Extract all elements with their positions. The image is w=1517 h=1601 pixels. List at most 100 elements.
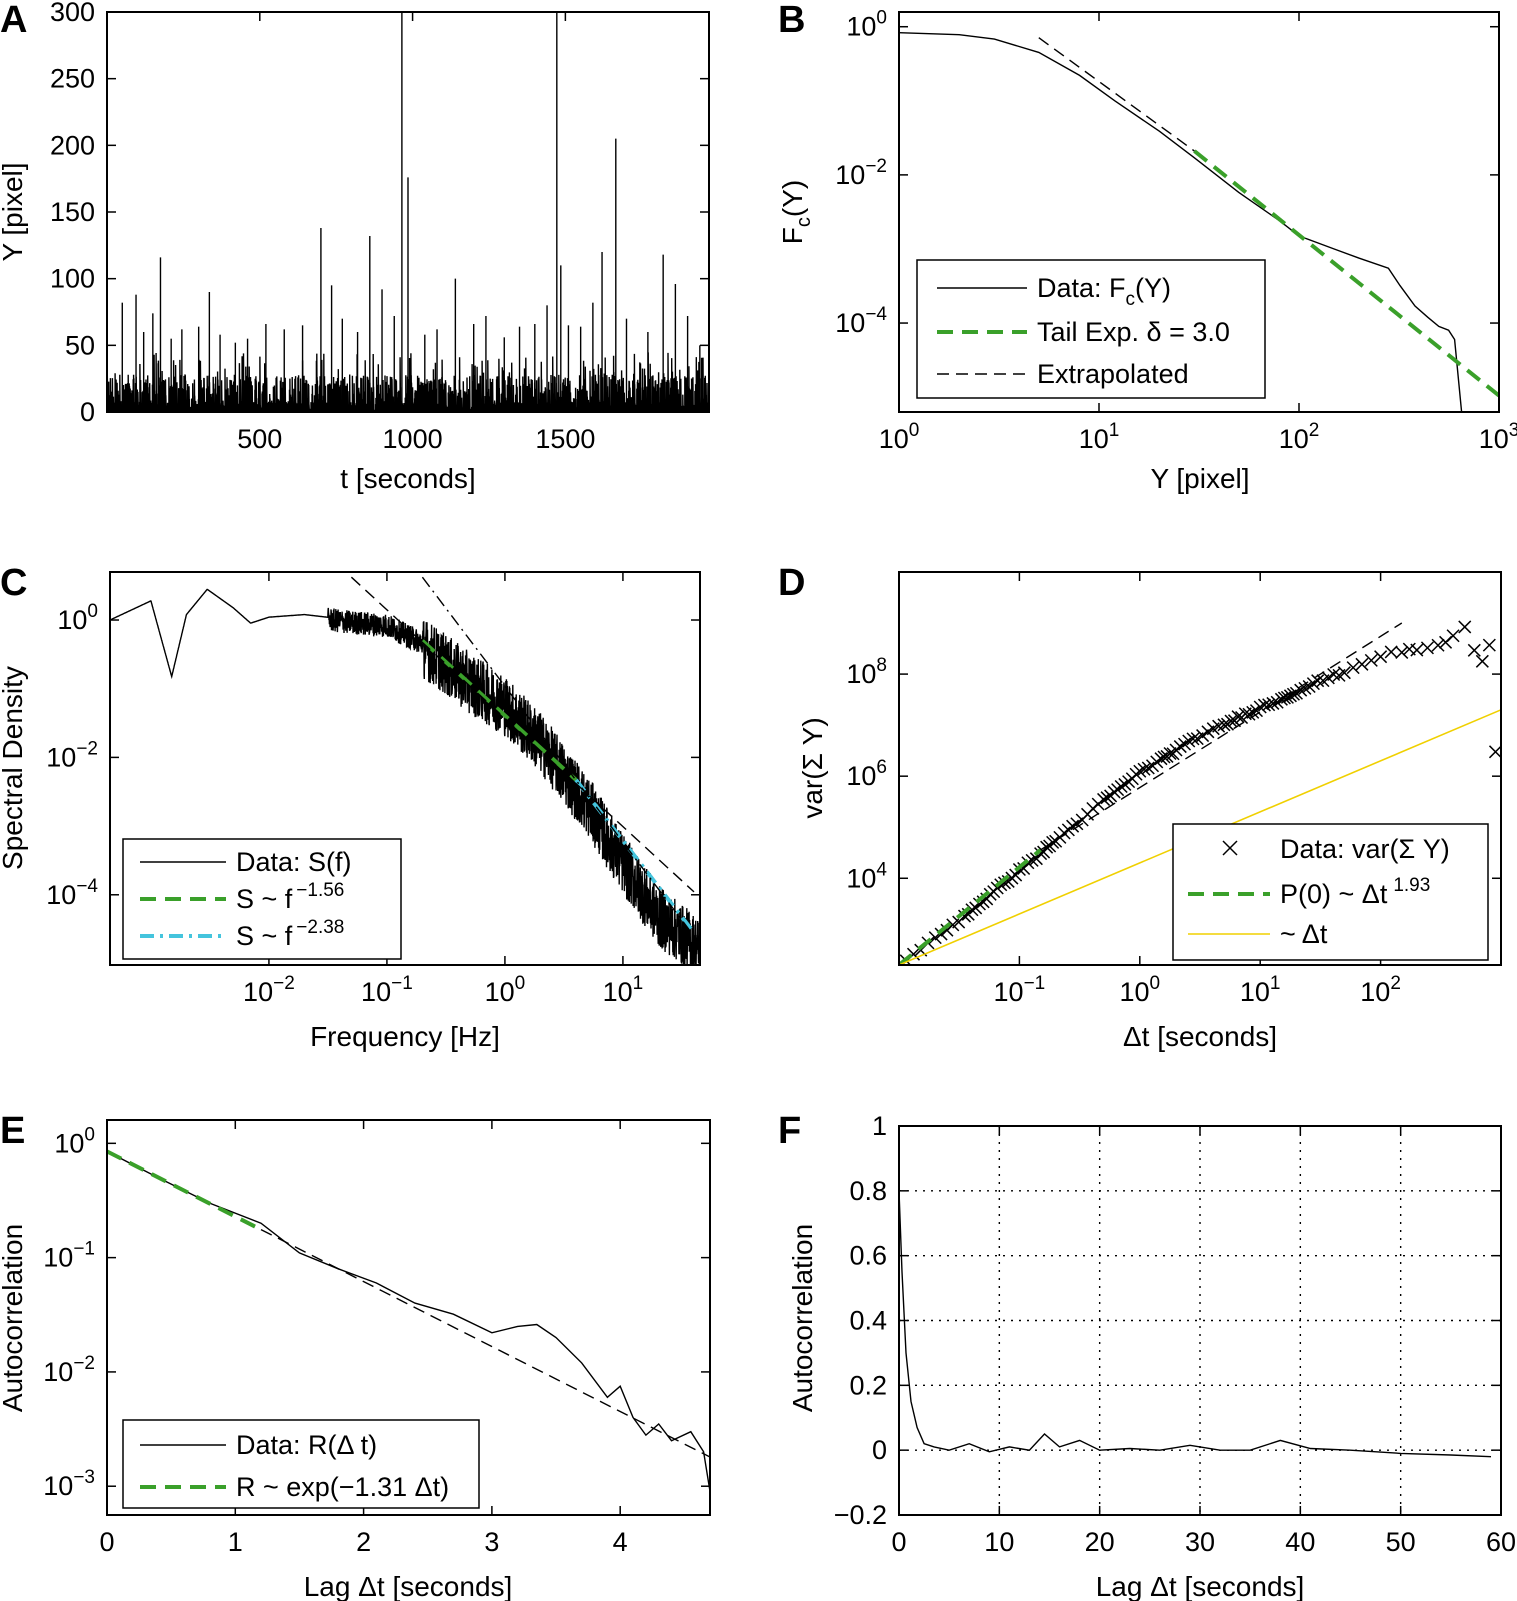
panel-b: B 100 101 102 103 100 10−2 10−4 Y [pixel] Fc(Y… [777, 0, 1517, 494]
panel-c-legend: Data: S(f) S ~ f −1.56 S ~ f −2.38 [122, 838, 402, 960]
panel-d-data-marker [1346, 661, 1360, 675]
panel-d-marker-stroke [1009, 868, 1023, 882]
panel-f-ytick-label: 0.2 [849, 1370, 887, 1400]
panel-a-xtick-label: 1500 [535, 424, 595, 454]
panel-c-xlabel: Frequency [Hz] [310, 1021, 500, 1052]
panel-f-plot [899, 1126, 1501, 1515]
panel-d-marker-stroke [1286, 687, 1300, 701]
panel-d-series-2 [1040, 622, 1403, 851]
panel-d-xtick-label: 10−1 [994, 973, 1046, 1007]
panel-c-xtick-label: 10−2 [243, 973, 295, 1007]
panel-b-series-group [899, 32, 1499, 412]
panel-d-ytick-label: 106 [846, 757, 887, 791]
panel-c-series-2 [574, 778, 696, 935]
panel-c-ticks: 10−2 10−1 100 101 100 10−2 10−4 [46, 572, 700, 1007]
panel-b-ylabel: Fc(Y) [777, 180, 815, 244]
panel-d-data-marker [1384, 645, 1398, 659]
panel-d-data-marker [1066, 819, 1080, 833]
panel-d-marker-stroke [1182, 734, 1196, 748]
panel-c-xtick-label: 10−1 [361, 973, 413, 1007]
panel-c-xtick-label: 101 [603, 973, 644, 1007]
panel-d-marker-stroke [1157, 750, 1171, 764]
panel-e-ytick-label: 100 [54, 1124, 95, 1158]
panel-b-ytick-label: 10−2 [835, 156, 887, 190]
panel-d-data-marker [1410, 643, 1424, 657]
panel-a: A 500 1000 1500 0 50 100 150 200 250 300 t [secon… [0, 0, 710, 494]
panel-f-series-0 [899, 1190, 1492, 1458]
panel-d-marker-stroke [1280, 690, 1294, 704]
panel-d-data-marker [1482, 638, 1496, 652]
panel-d-data-marker [1475, 654, 1489, 668]
panel-c-series-3 [350, 576, 695, 893]
panel-d-data-marker [1163, 746, 1177, 761]
panel-f-xtick-label: 10 [984, 1527, 1014, 1557]
panel-c-axes-frame [109, 571, 701, 966]
panel-d-data-marker [1364, 653, 1378, 667]
panel-a-xlabel: t [seconds] [340, 463, 475, 494]
panel-b-legend: Data: Fc(Y) Tail Exp. δ = 3.0 Extrapolat… [916, 259, 1266, 399]
panel-d-marker-stroke [1327, 667, 1341, 682]
panel-d-xtick-label: 102 [1360, 973, 1401, 1007]
panel-d-data-marker [965, 903, 979, 917]
panel-d-data-marker [997, 876, 1012, 890]
panel-e-legend-box [122, 1419, 480, 1509]
panel-d-plot [899, 620, 1501, 965]
panel-e-legend-label-data: Data: R(Δ t) [236, 1430, 377, 1460]
panel-d-legend-label-data: Data: var(Σ Y) [1280, 834, 1450, 864]
panel-c-ytick-label: 10−4 [46, 876, 98, 910]
panel-f-xtick-label: 50 [1386, 1527, 1416, 1557]
panel-d-marker-stroke [965, 903, 979, 917]
panel-d-legend-swatch-data [1222, 840, 1238, 856]
panel-d-data-marker [1137, 762, 1151, 776]
panel-b-xtick-label: 103 [1479, 420, 1517, 454]
panel-d-marker-stroke [1294, 683, 1308, 697]
panel-d: D 10−1 100 101 102 108 106 104 Δt [seconds] va… [778, 562, 1502, 1052]
panel-a-ylabel: Y [pixel] [0, 162, 28, 261]
panel-d-data-marker [1246, 705, 1260, 719]
panel-d-marker-stroke [1173, 740, 1187, 754]
panel-d-marker-stroke [1100, 791, 1114, 805]
panel-a-ytick-label: 0 [80, 397, 95, 427]
panel-d-data-marker [1224, 714, 1238, 728]
panel-b-letter: B [778, 0, 805, 41]
panel-f-axes-frame [898, 1125, 1502, 1516]
panel-d-data-marker [1488, 745, 1501, 759]
panel-d-marker-stroke [1395, 645, 1409, 659]
panel-d-marker-stroke [1141, 761, 1155, 775]
panel-c-series-group [110, 576, 700, 965]
panel-d-marker-stroke [1311, 674, 1325, 688]
panel-d-marker-stroke [1137, 762, 1151, 776]
panel-d-marker-stroke [1196, 729, 1210, 743]
panel-a-axes-frame [106, 11, 710, 413]
panel-d-marker-stroke [1163, 746, 1177, 761]
panel-d-data-marker [1040, 840, 1054, 854]
panel-d-marker-stroke [1186, 732, 1200, 746]
panel-c-legend-label-fit2: S ~ f −2.38 [236, 917, 344, 951]
panel-b-ytick-label: 10−4 [835, 304, 887, 338]
panel-d-ytick-label: 104 [846, 859, 887, 893]
panel-f: F 0 10 20 30 40 50 60−0.200.20.40.60.81 Lag Δt… [778, 1110, 1516, 1601]
panel-f-xtick-label: 60 [1486, 1527, 1516, 1557]
panel-c-ytick-label: 10−2 [46, 738, 98, 772]
panel-d-legend-label-linear: ~ Δt [1280, 919, 1328, 949]
panel-d-data-marker [1262, 698, 1276, 712]
panel-d-data-marker [1327, 667, 1341, 682]
panel-b-axes-frame [898, 11, 1500, 413]
panel-d-marker-stroke [1364, 653, 1378, 667]
panel-d-marker-stroke [1212, 719, 1226, 733]
panel-d-data-marker [1355, 657, 1369, 671]
panel-c-series-4 [421, 576, 695, 937]
panel-d-xlabel: Δt [seconds] [1123, 1021, 1277, 1052]
panel-f-ytick-label: −0.2 [834, 1500, 887, 1530]
panel-d-ticks: 10−1 100 101 102 108 106 104 [846, 572, 1501, 1007]
panel-c-ylabel: Spectral Density [0, 666, 28, 870]
panel-b-xtick-label: 100 [879, 420, 920, 454]
panel-f-ytick-label: 0.6 [849, 1241, 887, 1271]
panel-c-legend-label-data: Data: S(f) [236, 847, 352, 877]
panel-d-data-marker [1446, 629, 1460, 643]
panel-d-marker-stroke [1040, 840, 1054, 854]
panel-e-series-1 [107, 1149, 262, 1232]
panel-d-data-marker [1133, 764, 1147, 778]
panel-d-marker-stroke [997, 876, 1012, 890]
panel-e-letter: E [0, 1110, 25, 1152]
